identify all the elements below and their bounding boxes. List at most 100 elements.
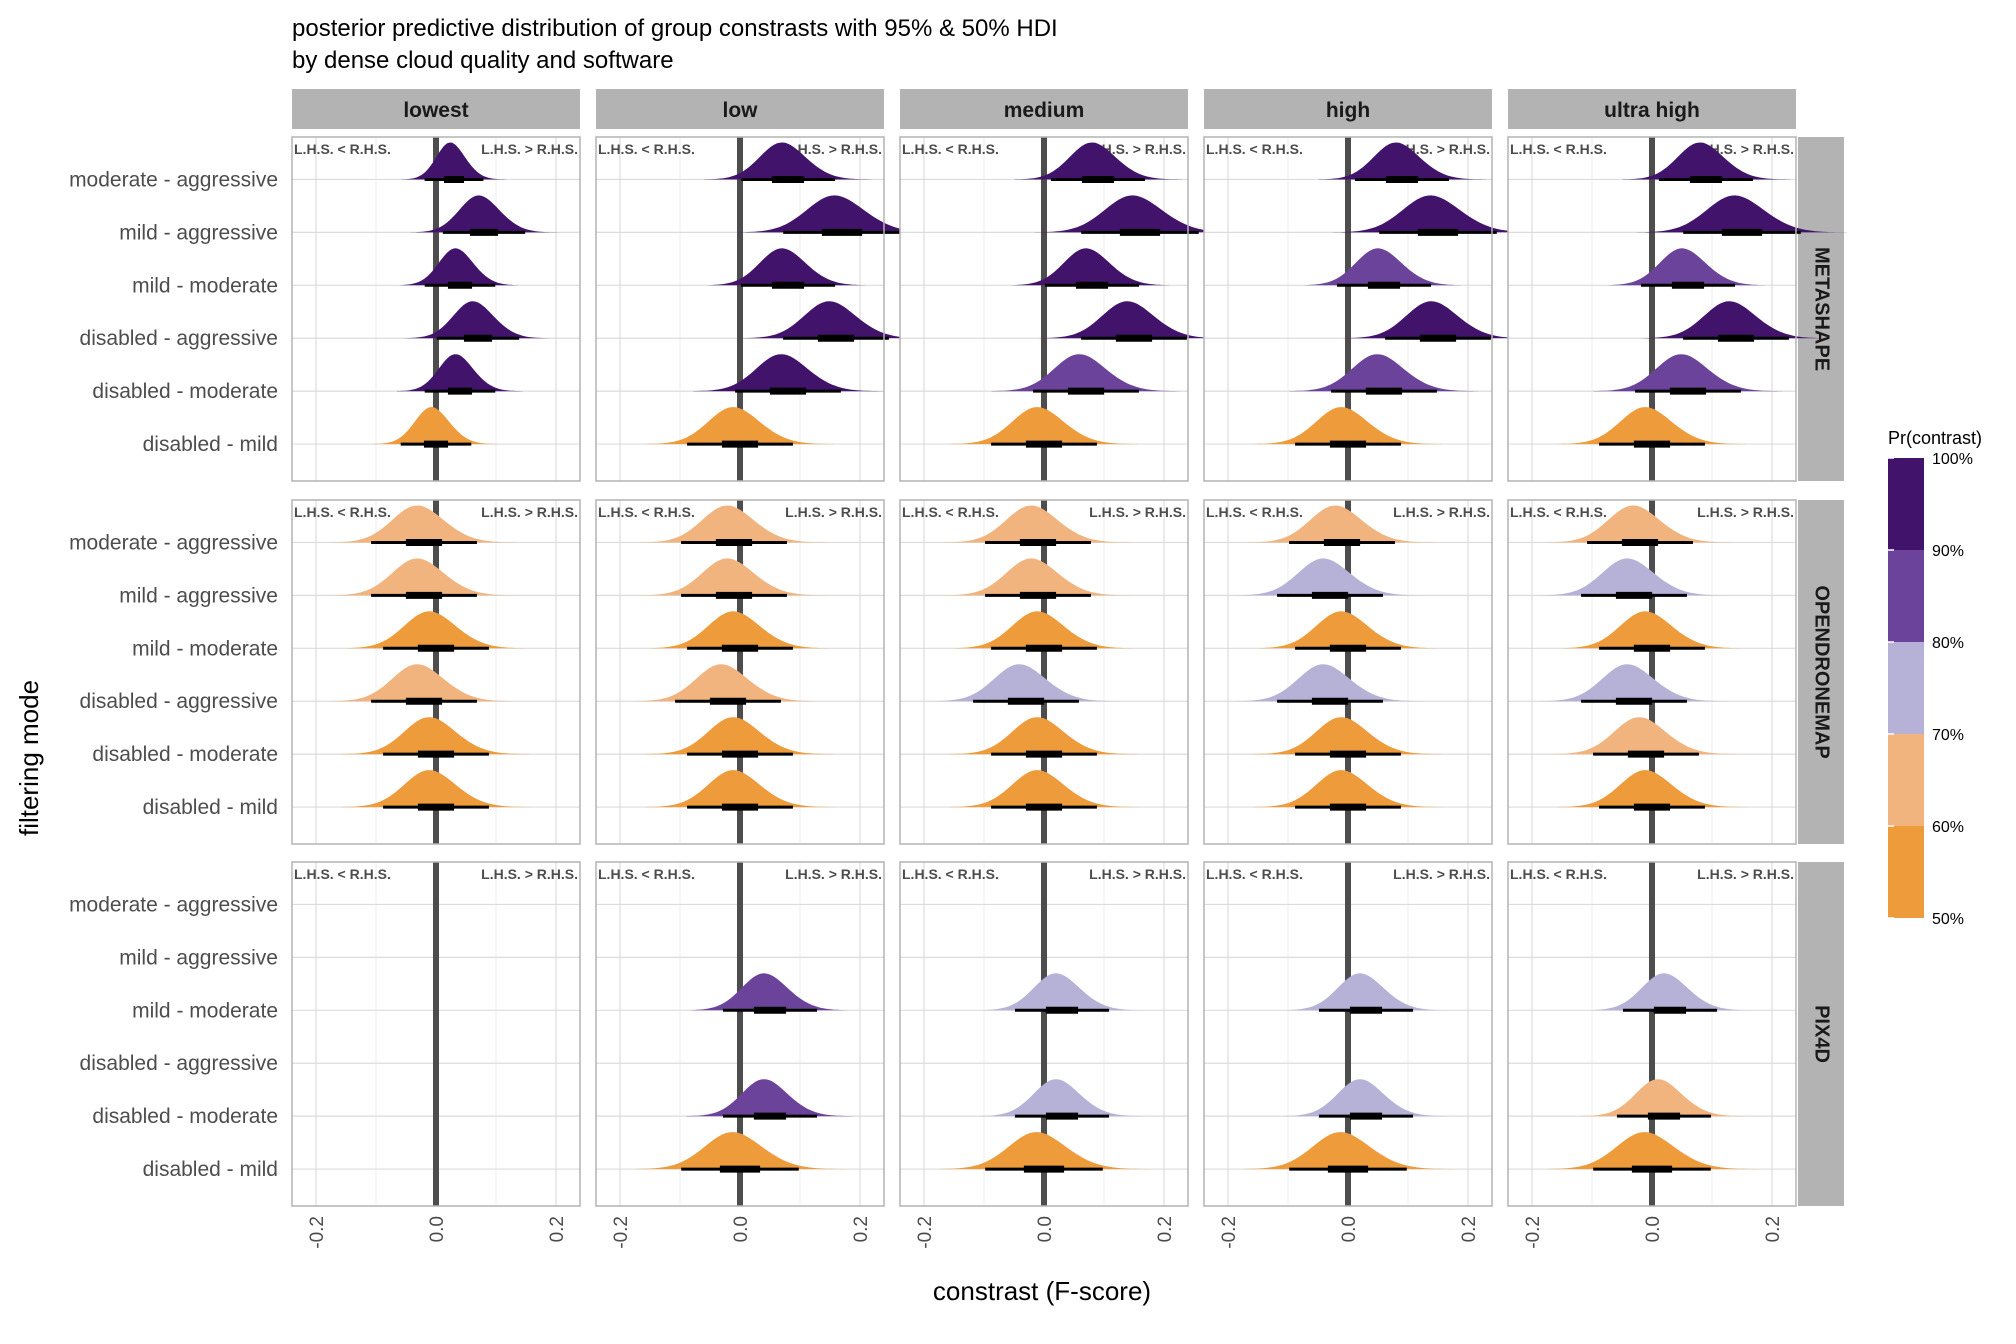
- row-strip-bg: [1798, 500, 1844, 844]
- density-ridge: [639, 505, 829, 543]
- density-ridge: [943, 505, 1133, 543]
- density-ridge: [991, 354, 1181, 392]
- density-ridge: [931, 664, 1121, 702]
- annotation-lhs-less: L.H.S. < R.H.S.: [902, 866, 999, 882]
- y-tick-label: mild - aggressive: [119, 221, 278, 244]
- legend-color-swatch: [1888, 734, 1924, 826]
- density-ridge: [329, 505, 519, 543]
- annotation-lhs-less: L.H.S. < R.H.S.: [294, 141, 391, 157]
- density-ridge: [943, 558, 1133, 596]
- panel-border: [899, 861, 1189, 1207]
- density-ridge: [1235, 558, 1425, 596]
- row-strip-bg: [1798, 862, 1844, 1206]
- legend-title: Pr(contrast): [1888, 428, 1982, 448]
- density-ridge: [635, 1132, 845, 1170]
- facet-panel: L.H.S. < R.H.S. L.H.S. > R.H.S.: [1203, 861, 1493, 1207]
- density-ridge: [949, 770, 1139, 808]
- density-ridge: [1641, 301, 1831, 339]
- legend-label: 90%: [1932, 543, 1964, 560]
- x-tick-label: 0.0: [427, 1216, 448, 1242]
- annotation-lhs-greater: L.H.S. > R.H.S.: [481, 866, 578, 882]
- facet-panel: L.H.S. < R.H.S. L.H.S. > R.H.S.: [1507, 861, 1797, 1207]
- annotation-lhs-greater: L.H.S. > R.H.S.: [1393, 504, 1490, 520]
- column-strip-label: ultra high: [1604, 99, 1700, 122]
- density-ridge: [1547, 1132, 1757, 1170]
- column-strip: ultra high: [1508, 89, 1796, 129]
- density-ridge: [645, 611, 835, 649]
- density-ridge: [1622, 142, 1790, 180]
- y-tick-label: mild - moderate: [132, 274, 278, 297]
- density-ridge: [1551, 717, 1741, 755]
- column-strip-bg: [900, 89, 1188, 129]
- facet-panel: L.H.S. < R.H.S. L.H.S. > R.H.S.: [595, 136, 947, 482]
- x-tick-label: 0.0: [1339, 1216, 1360, 1242]
- column-strip: low: [596, 89, 884, 129]
- density-ridge: [1039, 301, 1229, 339]
- x-tick-label: 0.2: [1763, 1216, 1784, 1242]
- annotation-lhs-greater: L.H.S. > R.H.S.: [1089, 504, 1186, 520]
- density-ridge: [1343, 301, 1533, 339]
- panel-border: [899, 136, 1189, 482]
- density-ridge: [397, 354, 523, 392]
- x-tick-label: 0.2: [1155, 1216, 1176, 1242]
- legend-label: 50%: [1932, 911, 1964, 928]
- annotation-lhs-less: L.H.S. < R.H.S.: [598, 866, 695, 882]
- legend-color-swatch: [1888, 826, 1924, 918]
- annotation-lhs-less: L.H.S. < R.H.S.: [1510, 504, 1607, 520]
- x-tick-label: -0.2: [307, 1216, 328, 1249]
- density-ridge: [693, 354, 883, 392]
- column-strip-bg: [596, 89, 884, 129]
- y-tick-label: moderate - aggressive: [69, 893, 278, 916]
- density-ridge: [1586, 973, 1754, 1011]
- annotation-lhs-less: L.H.S. < R.H.S.: [902, 504, 999, 520]
- panel-border: [595, 136, 885, 482]
- density-ridge: [329, 558, 519, 596]
- x-tick-label: -0.2: [1219, 1216, 1240, 1249]
- column-strip-bg: [292, 89, 580, 129]
- density-ridge: [645, 407, 835, 445]
- y-tick-label: disabled - mild: [143, 796, 278, 819]
- annotation-lhs-greater: L.H.S. > R.H.S.: [481, 141, 578, 157]
- annotation-lhs-less: L.H.S. < R.H.S.: [294, 504, 391, 520]
- annotation-lhs-less: L.H.S. < R.H.S.: [1510, 866, 1607, 882]
- density-ridge: [1289, 354, 1479, 392]
- column-strip: high: [1204, 89, 1492, 129]
- x-tick-label: 0.2: [1459, 1216, 1480, 1242]
- density-ridge: [341, 770, 531, 808]
- legend-label: 60%: [1932, 819, 1964, 836]
- facet-panel: L.H.S. < R.H.S. L.H.S. > R.H.S.: [291, 136, 581, 482]
- panel-border: [291, 861, 581, 1207]
- annotation-lhs-greater: L.H.S. > R.H.S.: [1089, 141, 1186, 157]
- facet-panel: L.H.S. < R.H.S. L.H.S. > R.H.S.: [1203, 136, 1543, 482]
- panel-border: [1203, 499, 1493, 845]
- row-strip-label: PIX4D: [1811, 1005, 1833, 1063]
- y-tick-label: mild - aggressive: [119, 946, 278, 969]
- density-ridge: [633, 664, 823, 702]
- annotation-lhs-less: L.H.S. < R.H.S.: [598, 504, 695, 520]
- facet-panel: L.H.S. < R.H.S. L.H.S. > R.H.S.: [899, 499, 1189, 845]
- density-ridge: [1035, 195, 1245, 233]
- panel-border: [1507, 136, 1797, 482]
- annotation-lhs-less: L.H.S. < R.H.S.: [902, 141, 999, 157]
- density-ridge: [645, 770, 835, 808]
- x-tick-label: 0.0: [731, 1216, 752, 1242]
- panel-border: [1507, 499, 1797, 845]
- annotation-lhs-less: L.H.S. < R.H.S.: [1206, 866, 1303, 882]
- row-strip-label: OPENDRONEMAP: [1811, 585, 1833, 758]
- facet-panel: L.H.S. < R.H.S. L.H.S. > R.H.S.: [595, 861, 885, 1207]
- row-strip: PIX4D: [1798, 862, 1844, 1206]
- density-ridge: [1539, 664, 1729, 702]
- panel-border: [1203, 136, 1493, 482]
- y-tick-label: moderate - aggressive: [69, 168, 278, 191]
- density-ridge: [1014, 142, 1182, 180]
- density-ridge: [1243, 1132, 1453, 1170]
- legend-color-swatch: [1888, 550, 1924, 642]
- y-tick-label: disabled - mild: [143, 433, 278, 456]
- facet-panel: L.H.S. < R.H.S. L.H.S. > R.H.S.: [291, 499, 581, 845]
- legend-color-swatch: [1888, 458, 1924, 550]
- density-ridge: [686, 973, 854, 1011]
- density-ridge: [397, 248, 523, 286]
- facet-panel: L.H.S. < R.H.S. L.H.S. > R.H.S.: [291, 861, 581, 1207]
- y-tick-label: disabled - moderate: [92, 1105, 278, 1128]
